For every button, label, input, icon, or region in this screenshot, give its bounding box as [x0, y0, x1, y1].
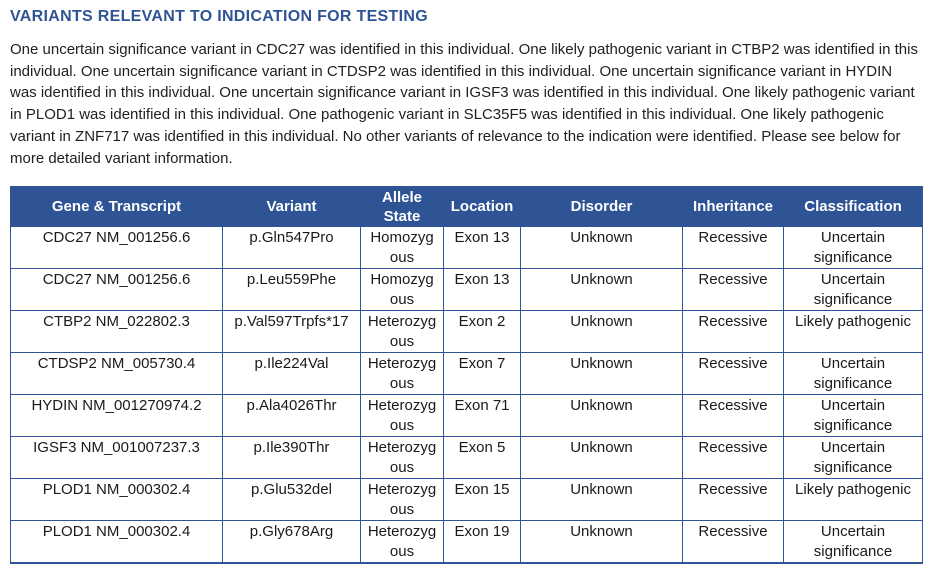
cell-classification: Uncertain significance — [783, 352, 923, 396]
cell-variant: p.Leu559Phe — [222, 268, 361, 312]
column-header-gene-transcript: Gene & Transcript — [10, 186, 223, 228]
summary-paragraph: One uncertain significance variant in CD… — [10, 41, 918, 167]
table-row: CDC27 NM_001256.6 p.Leu559Phe Homozygous Ex… — [10, 268, 923, 312]
cell-allele: Homozygous — [360, 226, 444, 270]
cell-disorder: Unknown — [520, 352, 683, 396]
cell-disorder: Unknown — [520, 226, 683, 270]
cell-classification: Likely pathogenic — [783, 478, 923, 522]
cell-inheritance: Recessive — [682, 268, 784, 312]
cell-variant: p.Val597Trpfs*17 — [222, 310, 361, 354]
table-row: CTDSP2 NM_005730.4 p.Ile224Val Heterozygou… — [10, 352, 923, 396]
cell-variant: p.Ala4026Thr — [222, 394, 361, 438]
column-header-allele-state: Allele State — [360, 186, 444, 228]
cell-classification: Uncertain significance — [783, 520, 923, 564]
report-page: VARIANTS RELEVANT TO INDICATION FOR TEST… — [0, 8, 932, 567]
cell-allele: Heterozygous — [360, 310, 444, 354]
cell-gene-transcript: CDC27 NM_001256.6 — [10, 226, 223, 270]
cell-gene-transcript: CDC27 NM_001256.6 — [10, 268, 223, 312]
cell-location: Exon 71 — [443, 394, 521, 438]
cell-location: Exon 13 — [443, 268, 521, 312]
cell-location: Exon 7 — [443, 352, 521, 396]
cell-disorder: Unknown — [520, 394, 683, 438]
cell-allele: Heterozygous — [360, 436, 444, 480]
cell-gene-transcript: IGSF3 NM_001007237.3 — [10, 436, 223, 480]
cell-inheritance: Recessive — [682, 352, 784, 396]
table-row: PLOD1 NM_000302.4 p.Glu532del Heterozygous… — [10, 478, 923, 522]
cell-allele: Heterozygous — [360, 520, 444, 564]
cell-inheritance: Recessive — [682, 520, 784, 564]
cell-gene-transcript: CTDSP2 NM_005730.4 — [10, 352, 223, 396]
cell-location: Exon 15 — [443, 478, 521, 522]
cell-allele: Heterozygous — [360, 478, 444, 522]
cell-location: Exon 19 — [443, 520, 521, 564]
cell-allele: Heterozygous — [360, 352, 444, 396]
cell-inheritance: Recessive — [682, 394, 784, 438]
cell-inheritance: Recessive — [682, 436, 784, 480]
cell-inheritance: Recessive — [682, 310, 784, 354]
column-header-disorder: Disorder — [520, 186, 683, 228]
table-header-row: Gene & Transcript Variant Allele State L… — [10, 186, 923, 228]
section-title: VARIANTS RELEVANT TO INDICATION FOR TEST… — [10, 8, 428, 25]
table-body: CDC27 NM_001256.6 p.Gln547Pro Homozygous Ex… — [10, 226, 923, 564]
table-row: HYDIN NM_001270974.2 p.Ala4026Thr Heterozy… — [10, 394, 923, 438]
cell-gene-transcript: PLOD1 NM_000302.4 — [10, 520, 223, 564]
cell-classification: Likely pathogenic — [783, 310, 923, 354]
cell-disorder: Unknown — [520, 478, 683, 522]
cell-allele: Homozygous — [360, 268, 444, 312]
cell-disorder: Unknown — [520, 310, 683, 354]
cell-classification: Uncertain significance — [783, 394, 923, 438]
cell-inheritance: Recessive — [682, 226, 784, 270]
cell-location: Exon 5 — [443, 436, 521, 480]
cell-location: Exon 13 — [443, 226, 521, 270]
cell-variant: p.Ile224Val — [222, 352, 361, 396]
cell-variant: p.Glu532del — [222, 478, 361, 522]
table-row: CTBP2 NM_022802.3 p.Val597Trpfs*17 Heteroz… — [10, 310, 923, 354]
cell-inheritance: Recessive — [682, 478, 784, 522]
cell-variant: p.Gly678Arg — [222, 520, 361, 564]
cell-variant: p.Gln547Pro — [222, 226, 361, 270]
cell-disorder: Unknown — [520, 520, 683, 564]
cell-classification: Uncertain significance — [783, 436, 923, 480]
table-row: PLOD1 NM_000302.4 p.Gly678Arg Heterozygous… — [10, 520, 923, 564]
cell-classification: Uncertain significance — [783, 268, 923, 312]
cell-gene-transcript: PLOD1 NM_000302.4 — [10, 478, 223, 522]
column-header-classification: Classification — [783, 186, 923, 228]
table-row: IGSF3 NM_001007237.3 p.Ile390Thr Heterozyg… — [10, 436, 923, 480]
column-header-inheritance: Inheritance — [682, 186, 784, 228]
cell-disorder: Unknown — [520, 436, 683, 480]
column-header-location: Location — [443, 186, 521, 228]
cell-variant: p.Ile390Thr — [222, 436, 361, 480]
cell-location: Exon 2 — [443, 310, 521, 354]
table-row: CDC27 NM_001256.6 p.Gln547Pro Homozygous Ex… — [10, 226, 923, 270]
cell-classification: Uncertain significance — [783, 226, 923, 270]
cell-gene-transcript: CTBP2 NM_022802.3 — [10, 310, 223, 354]
column-header-variant: Variant — [222, 186, 361, 228]
cell-gene-transcript: HYDIN NM_001270974.2 — [10, 394, 223, 438]
cell-allele: Heterozygous — [360, 394, 444, 438]
variants-table: Gene & Transcript Variant Allele State L… — [10, 186, 923, 565]
cell-disorder: Unknown — [520, 268, 683, 312]
